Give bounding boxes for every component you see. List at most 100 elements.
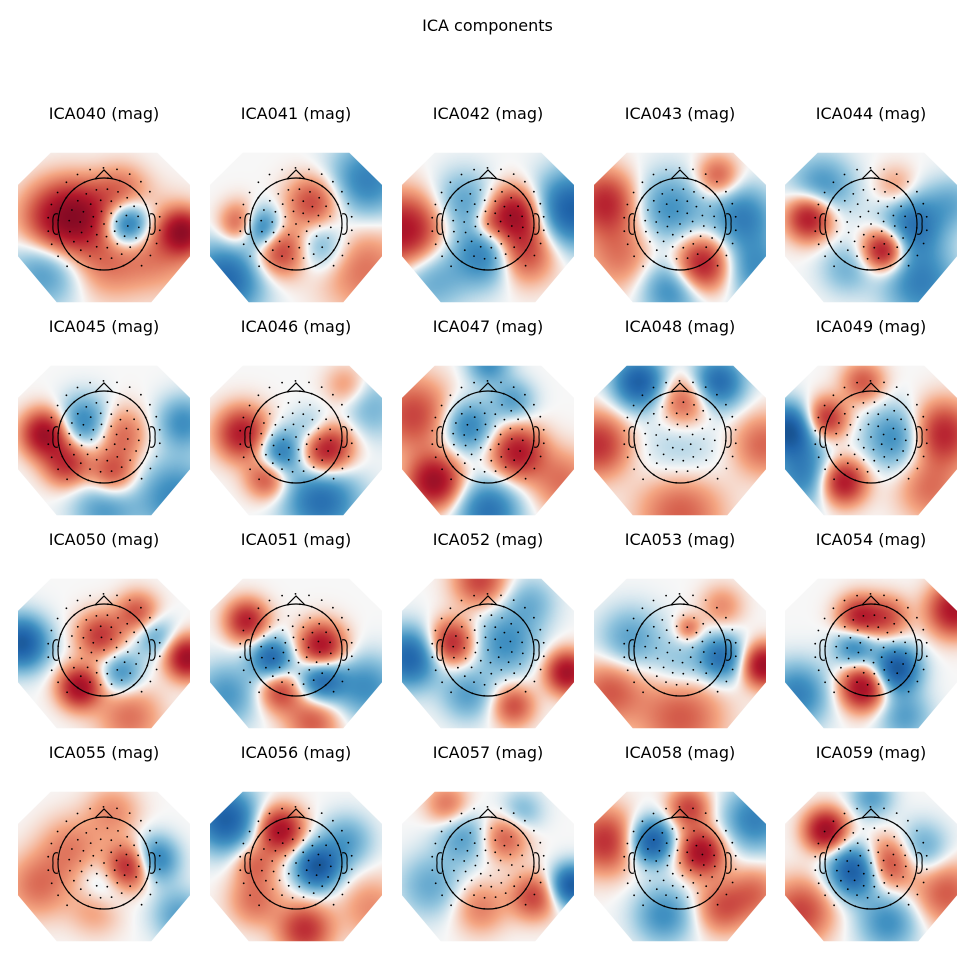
sensor-dot — [734, 641, 737, 644]
sensor-dot — [676, 636, 679, 639]
sensor-dot — [663, 266, 666, 269]
sensor-dot — [642, 691, 644, 694]
sensor-dot — [350, 641, 353, 644]
sensor-dot — [251, 846, 254, 849]
sensor-dot — [102, 806, 105, 808]
sensor-dot — [242, 882, 245, 885]
sensor-dot — [880, 443, 883, 446]
sensor-dot — [441, 219, 444, 221]
sensor-dot — [681, 448, 684, 451]
sensor-dot — [539, 841, 542, 844]
sensor-dot — [698, 477, 701, 480]
sensor-dot — [885, 392, 888, 395]
sensor-dot — [317, 640, 320, 643]
sensor-dot — [724, 440, 727, 442]
nose-outline — [670, 808, 690, 819]
sensor-dot — [716, 888, 719, 891]
sensor-dot — [452, 645, 455, 648]
sensor-dot — [862, 177, 864, 180]
sensor-dot — [834, 678, 837, 681]
sensor-dot — [925, 868, 928, 871]
topomap-panel: ICA041 (mag) — [208, 104, 384, 304]
sensor-dot — [89, 381, 91, 384]
sensor-dot — [652, 599, 655, 602]
sensor-dot — [129, 459, 132, 462]
sensor-dot — [870, 649, 872, 651]
sensor-dot — [922, 881, 925, 884]
sensor-dot — [484, 423, 487, 426]
sensor-dot — [675, 896, 678, 899]
sensor-dot — [826, 846, 829, 849]
sensor-dot — [916, 829, 918, 832]
sensor-dot — [449, 409, 452, 412]
sensor-dot — [275, 394, 278, 397]
sensor-dot — [116, 381, 118, 384]
sensor-dot — [110, 257, 113, 259]
sensor-dot — [82, 423, 85, 426]
sensor-dot — [713, 428, 715, 431]
sensor-dot — [874, 390, 876, 393]
sensor-dot — [532, 440, 535, 442]
sensor-dot — [853, 453, 856, 456]
sensor-dot — [258, 904, 260, 907]
left-ear-outline — [244, 639, 251, 661]
sensor-dot — [542, 854, 545, 857]
sensor-dot — [89, 416, 92, 418]
sensor-dot — [846, 647, 849, 649]
sensor-dot — [896, 672, 899, 675]
sensor-dot — [850, 394, 853, 397]
sensor-dot — [916, 893, 919, 896]
sensor-dot — [242, 629, 245, 632]
sensor-dot — [521, 854, 523, 857]
sensor-dot — [340, 866, 343, 868]
sensor-dot — [106, 459, 109, 462]
nose-outline — [670, 595, 690, 606]
sensor-dot — [655, 888, 658, 891]
sensor-dot — [65, 409, 68, 412]
sensor-dot — [889, 264, 892, 267]
sensor-dot — [714, 193, 717, 196]
sensor-dot — [896, 824, 899, 827]
sensor-dot — [274, 636, 277, 639]
sensor-dot — [633, 432, 636, 434]
sensor-dot — [113, 230, 116, 233]
sensor-dot — [709, 418, 711, 421]
sensor-dot — [144, 203, 147, 206]
sensor-dot — [528, 203, 531, 206]
sensor-dot — [678, 380, 681, 382]
sensor-dot — [303, 907, 305, 910]
sensor-dot — [904, 854, 906, 857]
sensor-dot — [302, 212, 305, 215]
sensor-dot — [532, 866, 535, 868]
sensor-dot — [110, 638, 113, 641]
left-ear-outline — [52, 213, 59, 235]
sensor-dot — [471, 692, 474, 695]
sensor-dot — [836, 656, 838, 659]
sensor-dot — [509, 214, 512, 217]
sensor-dot — [510, 225, 513, 227]
sensor-dot — [731, 242, 734, 245]
sensor-dot — [295, 862, 297, 864]
sensor-dot — [675, 625, 678, 628]
sensor-dot — [532, 653, 535, 655]
sensor-dot — [71, 209, 73, 211]
sensor-dot — [489, 448, 492, 451]
sensor-dot — [443, 633, 446, 636]
sensor-dot — [79, 675, 82, 678]
sensor-dot — [457, 400, 460, 403]
sensor-dot — [907, 675, 910, 678]
sensor-dot — [649, 187, 652, 190]
sensor-dot — [869, 167, 872, 169]
sensor-dot — [869, 380, 872, 382]
sensor-dot — [483, 838, 486, 841]
sensor-dot — [69, 230, 71, 233]
sensor-dot — [713, 865, 716, 868]
sensor-dot — [725, 403, 727, 406]
sensor-dot — [277, 193, 280, 195]
sensor-dot — [47, 429, 50, 432]
sensor-dot — [95, 189, 98, 191]
sensor-dot — [679, 649, 681, 651]
sensor-dot — [291, 481, 293, 484]
sensor-dot — [324, 684, 327, 687]
sensor-dot — [517, 205, 519, 208]
